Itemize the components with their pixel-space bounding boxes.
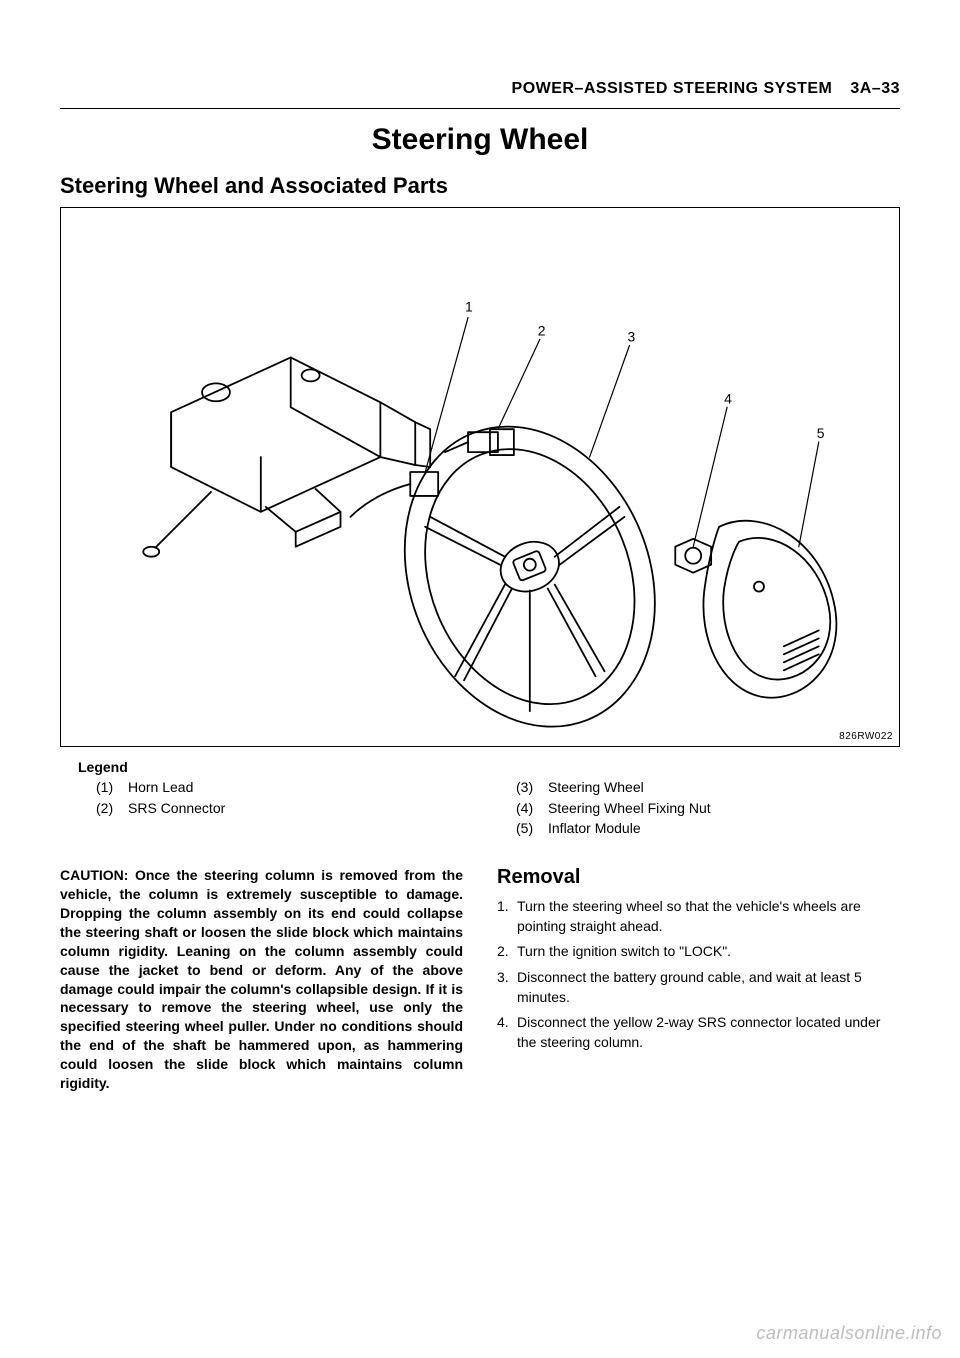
legend-text: Horn Lead (128, 777, 193, 797)
callout-5: 5 (817, 425, 825, 441)
removal-title: Removal (497, 866, 900, 889)
legend-num: (2) (96, 798, 128, 818)
callout-4: 4 (724, 390, 732, 406)
main-title: Steering Wheel (60, 123, 900, 157)
removal-step-4: 4.Disconnect the yellow 2-way SRS connec… (497, 1013, 900, 1052)
legend-title: Legend (78, 757, 480, 777)
legend-text: Steering Wheel Fixing Nut (548, 798, 711, 818)
removal-step-3: 3.Disconnect the battery ground cable, a… (497, 968, 900, 1007)
figure-box: 1 2 3 4 5 826RW022 (60, 207, 900, 747)
legend-num: (3) (516, 777, 548, 797)
header-title: POWER–ASSISTED STEERING SYSTEM (512, 80, 833, 98)
legend: Legend (1) Horn Lead (2) SRS Connector (… (60, 757, 900, 838)
removal-steps: 1.Turn the steering wheel so that the ve… (497, 897, 900, 1052)
legend-item-5: (5) Inflator Module (516, 818, 900, 838)
step-text: Disconnect the battery ground cable, and… (517, 968, 900, 1007)
caution-text: CAUTION: Once the steering column is rem… (60, 866, 463, 1093)
steering-wheel-diagram: 1 2 3 4 5 (61, 208, 899, 746)
callout-1: 1 (465, 299, 473, 315)
legend-text: Steering Wheel (548, 777, 644, 797)
page-header: POWER–ASSISTED STEERING SYSTEM 3A–33 (60, 80, 900, 98)
figure-ref: 826RW022 (839, 731, 893, 742)
legend-text: Inflator Module (548, 818, 641, 838)
legend-item-4: (4) Steering Wheel Fixing Nut (516, 798, 900, 818)
legend-text: SRS Connector (128, 798, 225, 818)
step-text: Disconnect the yellow 2-way SRS connecto… (517, 1013, 900, 1052)
header-rule (60, 108, 900, 109)
legend-item-1: (1) Horn Lead (96, 777, 480, 797)
legend-num: (4) (516, 798, 548, 818)
step-text: Turn the ignition switch to "LOCK". (517, 942, 731, 962)
legend-num: (5) (516, 818, 548, 838)
removal-step-2: 2.Turn the ignition switch to "LOCK". (497, 942, 900, 962)
watermark: carmanualsonline.info (756, 1323, 942, 1344)
legend-item-2: (2) SRS Connector (96, 798, 480, 818)
callout-3: 3 (627, 329, 635, 345)
step-text: Turn the steering wheel so that the vehi… (517, 897, 900, 936)
callout-2: 2 (538, 323, 546, 339)
removal-step-1: 1.Turn the steering wheel so that the ve… (497, 897, 900, 936)
header-section: 3A–33 (850, 80, 900, 98)
legend-num: (1) (96, 777, 128, 797)
sub-title: Steering Wheel and Associated Parts (60, 173, 900, 199)
legend-item-3: (3) Steering Wheel (516, 777, 900, 797)
